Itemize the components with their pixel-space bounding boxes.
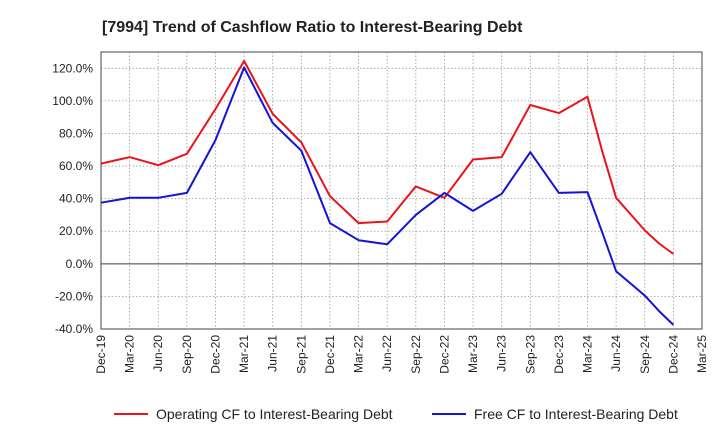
plot-frame	[100, 51, 703, 330]
x-tick-label: Sep-22	[409, 335, 423, 374]
x-tick-label: Jun-24	[609, 335, 623, 372]
x-tick-label: Jun-21	[266, 335, 280, 372]
x-tick-label: Dec-21	[323, 335, 337, 374]
legend: Operating CF to Interest-Bearing Debt Fre…	[114, 406, 678, 422]
x-tick-label: Sep-23	[523, 335, 537, 374]
y-tick-label: 20.0%	[59, 224, 93, 238]
legend-label-2: Free CF to Interest-Bearing Debt	[474, 406, 678, 422]
y-tick-label: 80.0%	[59, 126, 93, 140]
x-tick-label: Dec-24	[666, 335, 680, 374]
y-tick-label: -20.0%	[55, 289, 93, 303]
x-tick-label: Mar-24	[581, 335, 595, 373]
y-tick-label: -40.0%	[55, 322, 93, 336]
y-tick-label: 0.0%	[66, 257, 94, 271]
series-line-2	[100, 66, 675, 326]
x-tick-label: Dec-20	[208, 335, 222, 374]
x-tick-label: Jun-23	[495, 335, 509, 372]
series-line-1	[100, 60, 674, 255]
x-tick-label: Mar-25	[695, 335, 709, 373]
x-tick-label: Mar-23	[466, 335, 480, 373]
series-layer	[100, 60, 675, 326]
x-tick-label: Dec-23	[552, 335, 566, 374]
y-tick-label: 60.0%	[59, 159, 93, 173]
x-tick-label: Mar-22	[352, 335, 366, 373]
x-tick-label: Sep-24	[638, 335, 652, 374]
x-tick-label: Jun-22	[380, 335, 394, 372]
x-tick-label: Sep-20	[180, 335, 194, 374]
y-tick-label: 40.0%	[59, 192, 93, 206]
x-tick-label: Jun-20	[151, 335, 165, 372]
y-tick-label: 120.0%	[52, 61, 93, 75]
x-tick-label: Dec-22	[437, 335, 451, 374]
chart-title: [7994] Trend of Cashflow Ratio to Intere…	[102, 19, 523, 36]
x-tick-label: Mar-21	[237, 335, 251, 373]
y-tick-label: 100.0%	[52, 94, 93, 108]
axis-layer: -40.0% -20.0% 0.0% 20.0% 40.0% 60.0% 80.0% 100.…	[52, 51, 709, 374]
grid-layer	[100, 52, 703, 330]
legend-label-1: Operating CF to Interest-Bearing Debt	[156, 406, 393, 422]
x-tick-label: Sep-21	[294, 335, 308, 374]
x-tick-label: Dec-19	[94, 335, 108, 374]
x-tick-label: Mar-20	[123, 335, 137, 373]
